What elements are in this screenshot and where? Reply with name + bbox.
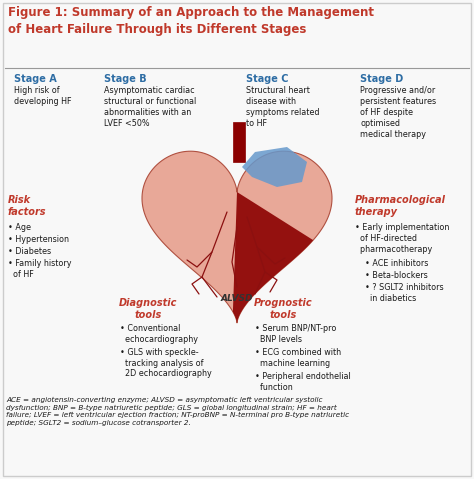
Text: Stage B: Stage B (104, 74, 147, 84)
Text: Pharmacological
therapy: Pharmacological therapy (355, 195, 446, 217)
Text: Asymptomatic cardiac
structural or functional
abnormalities with an
LVEF <50%: Asymptomatic cardiac structural or funct… (104, 86, 197, 128)
Text: • Peripheral endothelial
  function: • Peripheral endothelial function (255, 372, 351, 392)
Text: Structural heart
disease with
symptoms related
to HF: Structural heart disease with symptoms r… (246, 86, 320, 128)
Text: Progressive and/or
persistent features
of HF despite
optimised
medical therapy: Progressive and/or persistent features o… (360, 86, 437, 139)
Text: • Early implementation
  of HF-directed
  pharmacotherapy: • Early implementation of HF-directed ph… (355, 223, 449, 253)
Text: • Serum BNP/NT-pro
  BNP levels: • Serum BNP/NT-pro BNP levels (255, 324, 337, 344)
Text: Prognostic
tools: Prognostic tools (254, 298, 312, 320)
Text: • ACE inhibitors: • ACE inhibitors (355, 259, 428, 268)
Text: • Beta-blockers: • Beta-blockers (355, 271, 428, 280)
Text: • Age: • Age (8, 223, 31, 232)
Text: • ECG combined with
  machine learning: • ECG combined with machine learning (255, 348, 341, 368)
Polygon shape (233, 192, 313, 323)
Text: ALVSD: ALVSD (221, 294, 253, 303)
Polygon shape (242, 147, 307, 187)
Polygon shape (142, 151, 332, 323)
Text: Stage D: Stage D (360, 74, 403, 84)
Text: ACE = angiotensin-converting enzyme; ALVSD = asymptomatic left ventricular systo: ACE = angiotensin-converting enzyme; ALV… (6, 397, 349, 426)
Text: High risk of
developing HF: High risk of developing HF (14, 86, 72, 106)
Polygon shape (233, 122, 245, 162)
Text: • GLS with speckle-
  tracking analysis of
  2D echocardiography: • GLS with speckle- tracking analysis of… (120, 348, 212, 378)
Text: Risk
factors: Risk factors (8, 195, 46, 217)
Text: Figure 1: Summary of an Approach to the Management
of Heart Failure Through its : Figure 1: Summary of an Approach to the … (8, 6, 374, 36)
Text: Stage A: Stage A (14, 74, 57, 84)
Text: • Hypertension: • Hypertension (8, 235, 69, 244)
Text: • Family history
  of HF: • Family history of HF (8, 259, 72, 279)
Text: Diagnostic
tools: Diagnostic tools (119, 298, 177, 320)
Text: • Conventional
  echocardiography: • Conventional echocardiography (120, 324, 198, 344)
Text: • ? SGLT2 inhibitors
      in diabetics: • ? SGLT2 inhibitors in diabetics (355, 283, 444, 303)
Text: • Diabetes: • Diabetes (8, 247, 51, 256)
Text: Stage C: Stage C (246, 74, 289, 84)
